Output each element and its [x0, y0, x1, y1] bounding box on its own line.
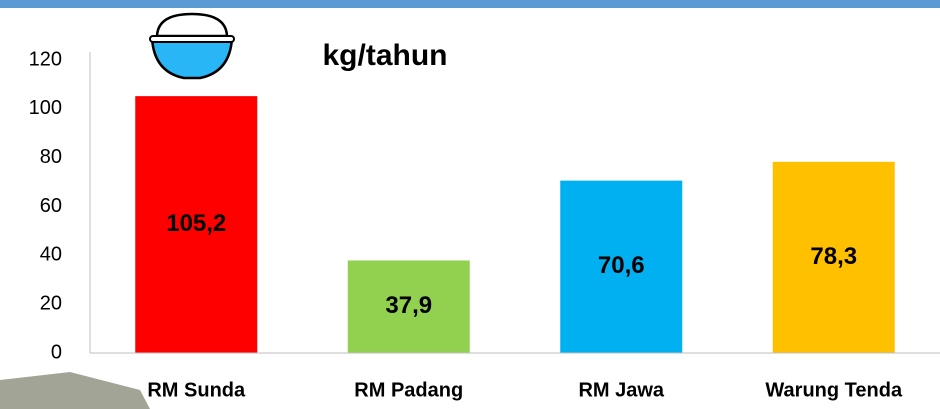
bar	[560, 180, 683, 353]
y-tick-label: 20	[40, 292, 62, 314]
y-tick-label: 80	[40, 146, 62, 168]
y-tick-label: 100	[29, 97, 62, 119]
x-tick-label: RM Padang	[354, 379, 463, 401]
y-tick-label: 40	[40, 244, 62, 266]
rice-bowl-icon	[149, 12, 235, 80]
background-photo	[0, 372, 150, 409]
value-label: 70,6	[598, 252, 645, 279]
top-banner	[0, 0, 940, 8]
chart-title: kg/tahun	[323, 39, 448, 72]
x-tick-label: RM Jawa	[578, 379, 664, 401]
value-label: 37,9	[385, 292, 432, 319]
bar	[135, 96, 258, 354]
y-tick-label: 60	[40, 195, 62, 217]
value-label: 105,2	[166, 210, 226, 237]
value-label: 78,3	[810, 243, 857, 270]
bar	[772, 161, 895, 353]
y-tick-label: 120	[29, 48, 62, 70]
x-tick-label: RM Sunda	[147, 379, 246, 401]
x-tick-label: Warung Tenda	[765, 379, 903, 401]
y-tick-label: 0	[51, 341, 62, 363]
bar	[347, 260, 470, 353]
